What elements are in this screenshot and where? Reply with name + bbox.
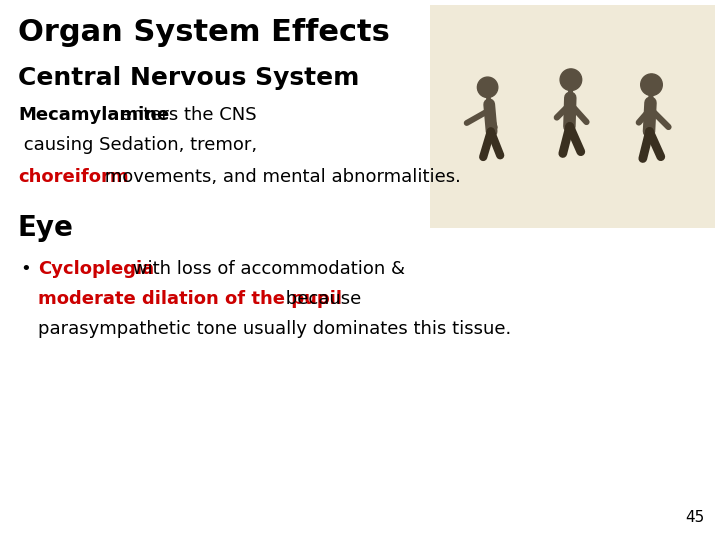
Text: because: because bbox=[280, 290, 361, 308]
Text: 45: 45 bbox=[685, 510, 705, 525]
Text: Organ System Effects: Organ System Effects bbox=[18, 18, 390, 47]
Text: Eye: Eye bbox=[18, 214, 74, 242]
Text: moderate dilation of the pupil: moderate dilation of the pupil bbox=[38, 290, 342, 308]
Text: enters the CNS: enters the CNS bbox=[114, 106, 256, 124]
Text: Cycloplegia: Cycloplegia bbox=[38, 260, 154, 278]
Circle shape bbox=[560, 69, 582, 91]
Circle shape bbox=[641, 74, 662, 96]
Circle shape bbox=[477, 77, 498, 98]
Text: parasympathetic tone usually dominates this tissue.: parasympathetic tone usually dominates t… bbox=[38, 320, 511, 338]
Bar bbox=[430, 5, 715, 228]
Text: choreiform: choreiform bbox=[18, 168, 129, 186]
Text: •: • bbox=[20, 260, 31, 278]
Text: Central Nervous System: Central Nervous System bbox=[18, 66, 359, 90]
Text: with loss of accommodation &: with loss of accommodation & bbox=[127, 260, 405, 278]
Text: Mecamylamine: Mecamylamine bbox=[18, 106, 169, 124]
Text: movements, and mental abnormalities.: movements, and mental abnormalities. bbox=[99, 168, 461, 186]
Text: causing Sedation, tremor,: causing Sedation, tremor, bbox=[18, 136, 257, 154]
